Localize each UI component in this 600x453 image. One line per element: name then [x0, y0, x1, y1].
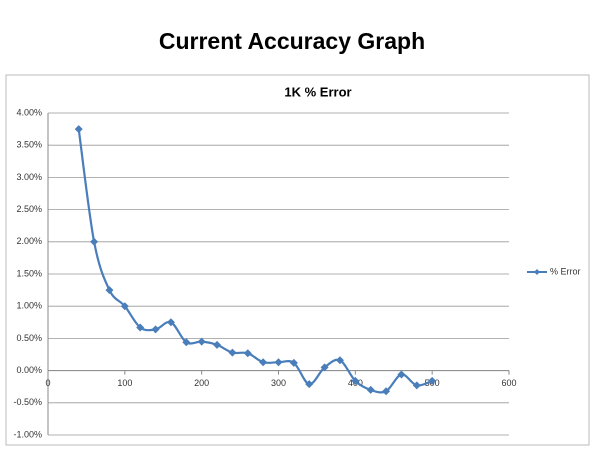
marker	[412, 381, 421, 390]
x-tick-label: 100	[117, 378, 132, 388]
y-tick-label: 2.00%	[16, 236, 42, 246]
marker	[397, 370, 406, 379]
x-tick-label: 0	[45, 378, 50, 388]
chart-title: 1K % Error	[284, 84, 351, 99]
marker	[182, 338, 191, 347]
marker	[120, 302, 129, 311]
y-tick-label: 4.00%	[16, 107, 42, 117]
marker	[351, 376, 360, 385]
x-tick-label: 200	[194, 378, 209, 388]
marker	[136, 323, 145, 332]
marker	[259, 358, 268, 367]
marker	[151, 325, 160, 334]
y-tick-label: -1.00%	[13, 429, 42, 439]
y-tick-label: 3.50%	[16, 140, 42, 150]
marker	[74, 125, 83, 134]
y-tick-label: -0.50%	[13, 397, 42, 407]
marker	[166, 318, 175, 327]
marker	[320, 363, 329, 372]
marker	[243, 349, 252, 358]
y-tick-label: 2.50%	[16, 204, 42, 214]
x-tick-label: 600	[501, 378, 516, 388]
y-tick-label: 1.00%	[16, 301, 42, 311]
marker	[228, 348, 237, 357]
marker	[90, 237, 99, 246]
x-tick-label: 300	[271, 378, 286, 388]
y-tick-label: 0.00%	[16, 365, 42, 375]
marker	[289, 358, 298, 367]
marker	[274, 358, 283, 367]
y-tick-label: 0.50%	[16, 333, 42, 343]
y-tick-label: 3.00%	[16, 172, 42, 182]
legend-marker	[534, 269, 540, 275]
marker	[105, 286, 114, 295]
page-title: Current Accuracy Graph	[159, 28, 425, 54]
legend-label: % Error	[550, 266, 581, 276]
marker	[213, 340, 222, 349]
marker	[428, 376, 437, 385]
marker	[197, 337, 206, 346]
y-tick-label: 1.50%	[16, 268, 42, 278]
chart-frame	[5, 74, 590, 446]
marker	[305, 380, 314, 389]
marker	[382, 387, 391, 396]
marker	[366, 385, 375, 394]
marker	[335, 356, 344, 365]
